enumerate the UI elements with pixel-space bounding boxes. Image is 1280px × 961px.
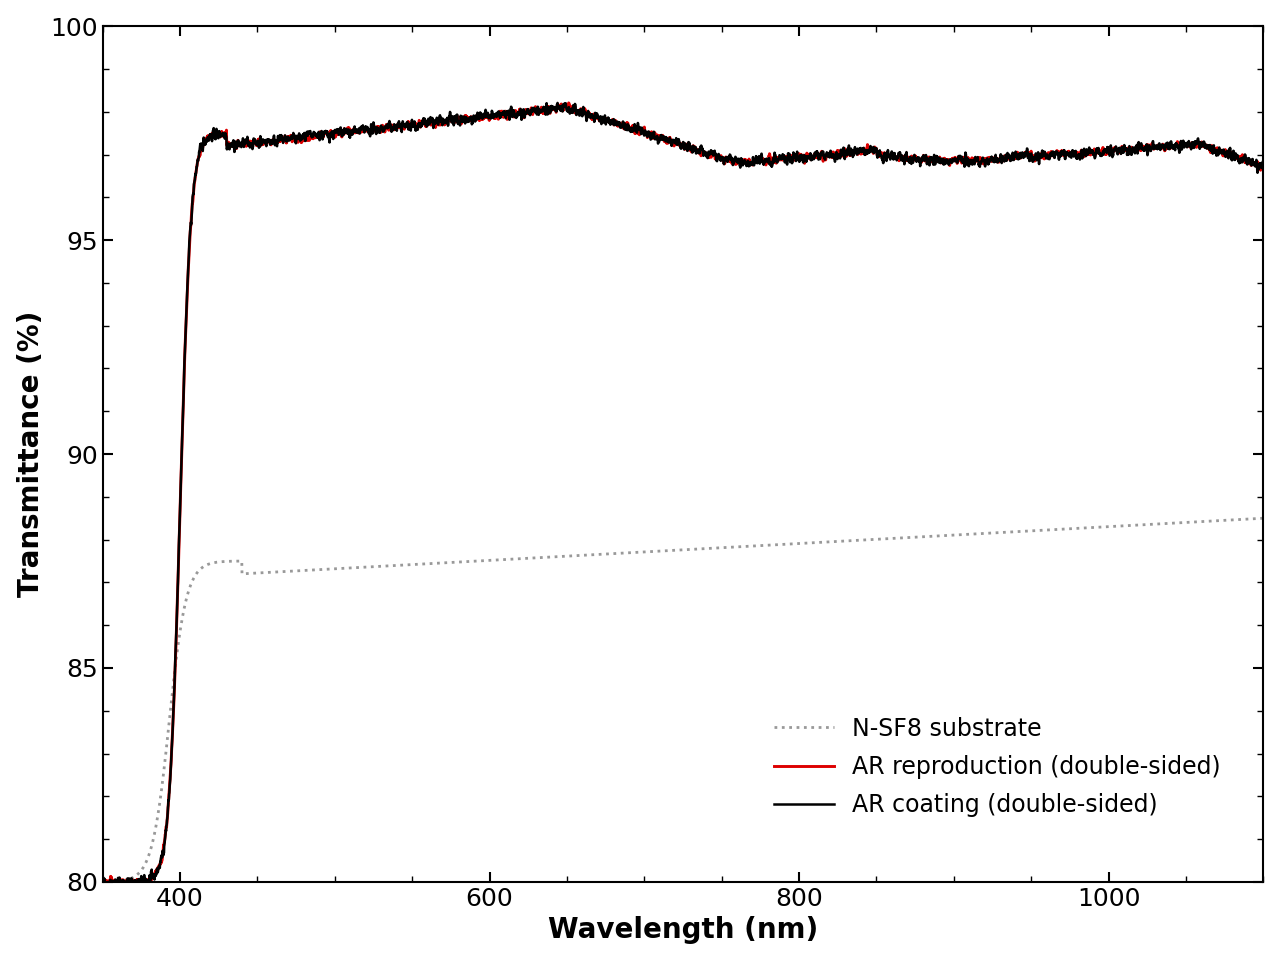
N-SF8 substrate bbox=[961, 529, 977, 540]
AR coating (double-sided) bbox=[850, 143, 865, 155]
AR coating (double-sided) bbox=[539, 98, 554, 110]
Line: AR reproduction (double-sided): AR reproduction (double-sided) bbox=[102, 103, 1263, 886]
N-SF8 substrate bbox=[791, 538, 806, 550]
AR coating (double-sided) bbox=[961, 158, 977, 169]
AR reproduction (double-sided) bbox=[561, 97, 576, 109]
AR coating (double-sided) bbox=[1256, 159, 1271, 170]
Legend: N-SF8 substrate, AR reproduction (double-sided), AR coating (double-sided): N-SF8 substrate, AR reproduction (double… bbox=[755, 698, 1240, 836]
AR reproduction (double-sided) bbox=[1050, 145, 1065, 157]
AR reproduction (double-sided) bbox=[306, 132, 321, 143]
AR reproduction (double-sided) bbox=[539, 107, 554, 118]
AR reproduction (double-sided) bbox=[791, 150, 806, 161]
Line: AR coating (double-sided): AR coating (double-sided) bbox=[102, 103, 1263, 889]
AR coating (double-sided) bbox=[550, 97, 566, 109]
AR coating (double-sided) bbox=[791, 155, 806, 166]
AR coating (double-sided) bbox=[95, 875, 110, 887]
X-axis label: Wavelength (nm): Wavelength (nm) bbox=[548, 917, 818, 945]
AR reproduction (double-sided) bbox=[95, 880, 110, 892]
AR reproduction (double-sided) bbox=[850, 149, 865, 160]
AR coating (double-sided) bbox=[306, 126, 321, 137]
N-SF8 substrate bbox=[850, 534, 865, 546]
AR coating (double-sided) bbox=[99, 883, 114, 895]
N-SF8 substrate bbox=[306, 564, 321, 576]
AR coating (double-sided) bbox=[1050, 148, 1065, 160]
AR reproduction (double-sided) bbox=[1256, 161, 1271, 173]
N-SF8 substrate bbox=[1256, 512, 1271, 524]
Line: N-SF8 substrate: N-SF8 substrate bbox=[102, 518, 1263, 882]
N-SF8 substrate bbox=[1050, 524, 1065, 535]
AR reproduction (double-sided) bbox=[961, 157, 977, 168]
Y-axis label: Transmittance (%): Transmittance (%) bbox=[17, 310, 45, 597]
N-SF8 substrate bbox=[539, 552, 554, 563]
N-SF8 substrate bbox=[95, 876, 110, 888]
